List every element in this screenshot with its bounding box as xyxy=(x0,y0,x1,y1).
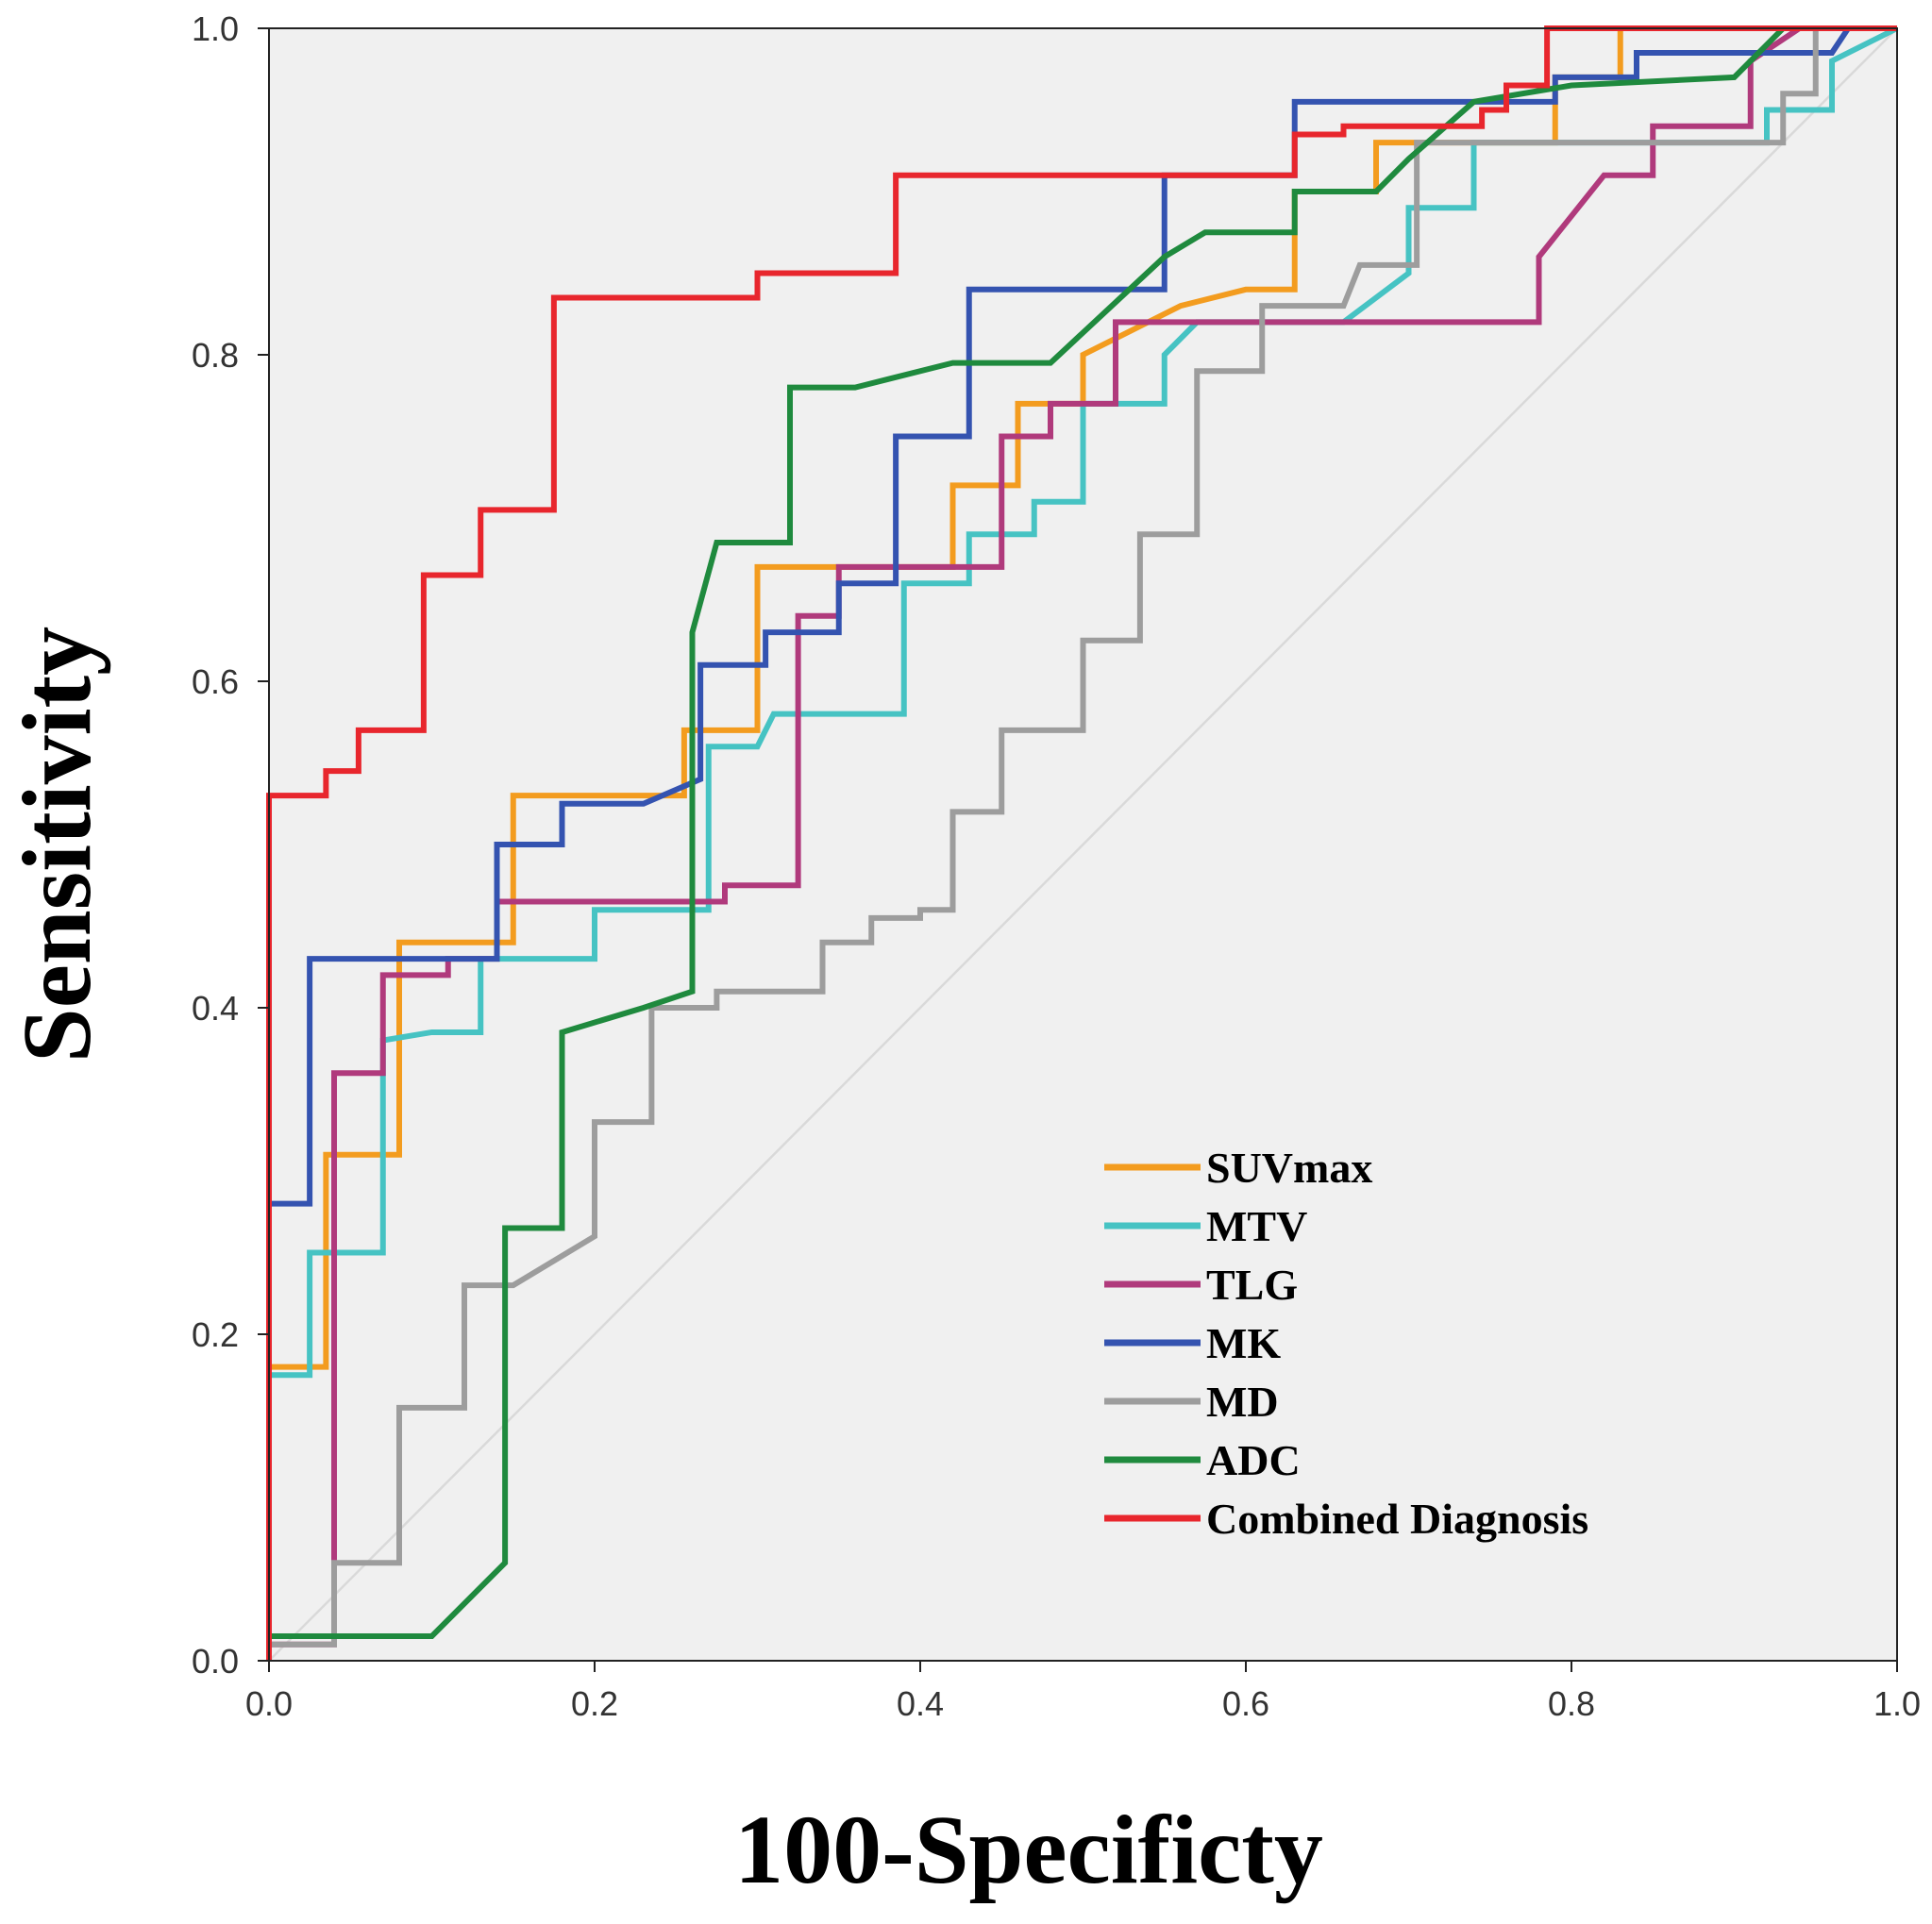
legend-label-tlg: TLG xyxy=(1206,1261,1298,1309)
legend-label-mtv: MTV xyxy=(1206,1202,1307,1250)
legend-label-md: MD xyxy=(1206,1378,1279,1426)
series-line-mtv xyxy=(266,25,1899,1661)
series-line-mk xyxy=(266,25,1897,1661)
x-tick-label: 1.0 xyxy=(1873,1684,1921,1723)
legend-label-combined-diagnosis: Combined Diagnosis xyxy=(1206,1495,1588,1543)
plot-frame xyxy=(268,27,1898,1662)
axis-layer: 0.0 0.2 0.4 0.6 0.8 1.0 0.0 0.2 0.4 0.6 0.8 1.0 xyxy=(192,9,1921,1723)
x-tick-label: 0.2 xyxy=(571,1684,618,1723)
series-line-md xyxy=(266,25,1897,1661)
y-axis-title: Sensitivity xyxy=(3,627,111,1062)
y-tick-label: 1.0 xyxy=(192,9,239,48)
reference-layer xyxy=(268,27,1898,1662)
legend-label-mk: MK xyxy=(1206,1319,1281,1367)
reference-diagonal-line xyxy=(268,27,1898,1662)
y-tick-label: 0.6 xyxy=(192,662,239,701)
x-tick-label: 0.0 xyxy=(245,1684,293,1723)
legend: SUVmax MTV TLG MK MD ADC Combined Diagnosis xyxy=(1104,1144,1588,1543)
legend-label-suvmax: SUVmax xyxy=(1206,1144,1372,1192)
y-tick-label: 0.0 xyxy=(192,1642,239,1681)
series-layer xyxy=(266,25,1899,1661)
x-axis-title: 100-Specificty xyxy=(734,1796,1323,1904)
series-line-combined-diagnosis xyxy=(266,25,1897,1661)
y-tick-label: 0.2 xyxy=(192,1315,239,1354)
x-tick-label: 0.4 xyxy=(897,1684,944,1723)
x-tick-label: 0.8 xyxy=(1548,1684,1595,1723)
series-line-adc xyxy=(266,25,1897,1661)
y-tick-label: 0.8 xyxy=(192,336,239,375)
series-line-tlg xyxy=(266,25,1897,1661)
y-tick-label: 0.4 xyxy=(192,989,239,1028)
legend-label-adc: ADC xyxy=(1206,1436,1301,1484)
x-tick-label: 0.6 xyxy=(1222,1684,1269,1723)
